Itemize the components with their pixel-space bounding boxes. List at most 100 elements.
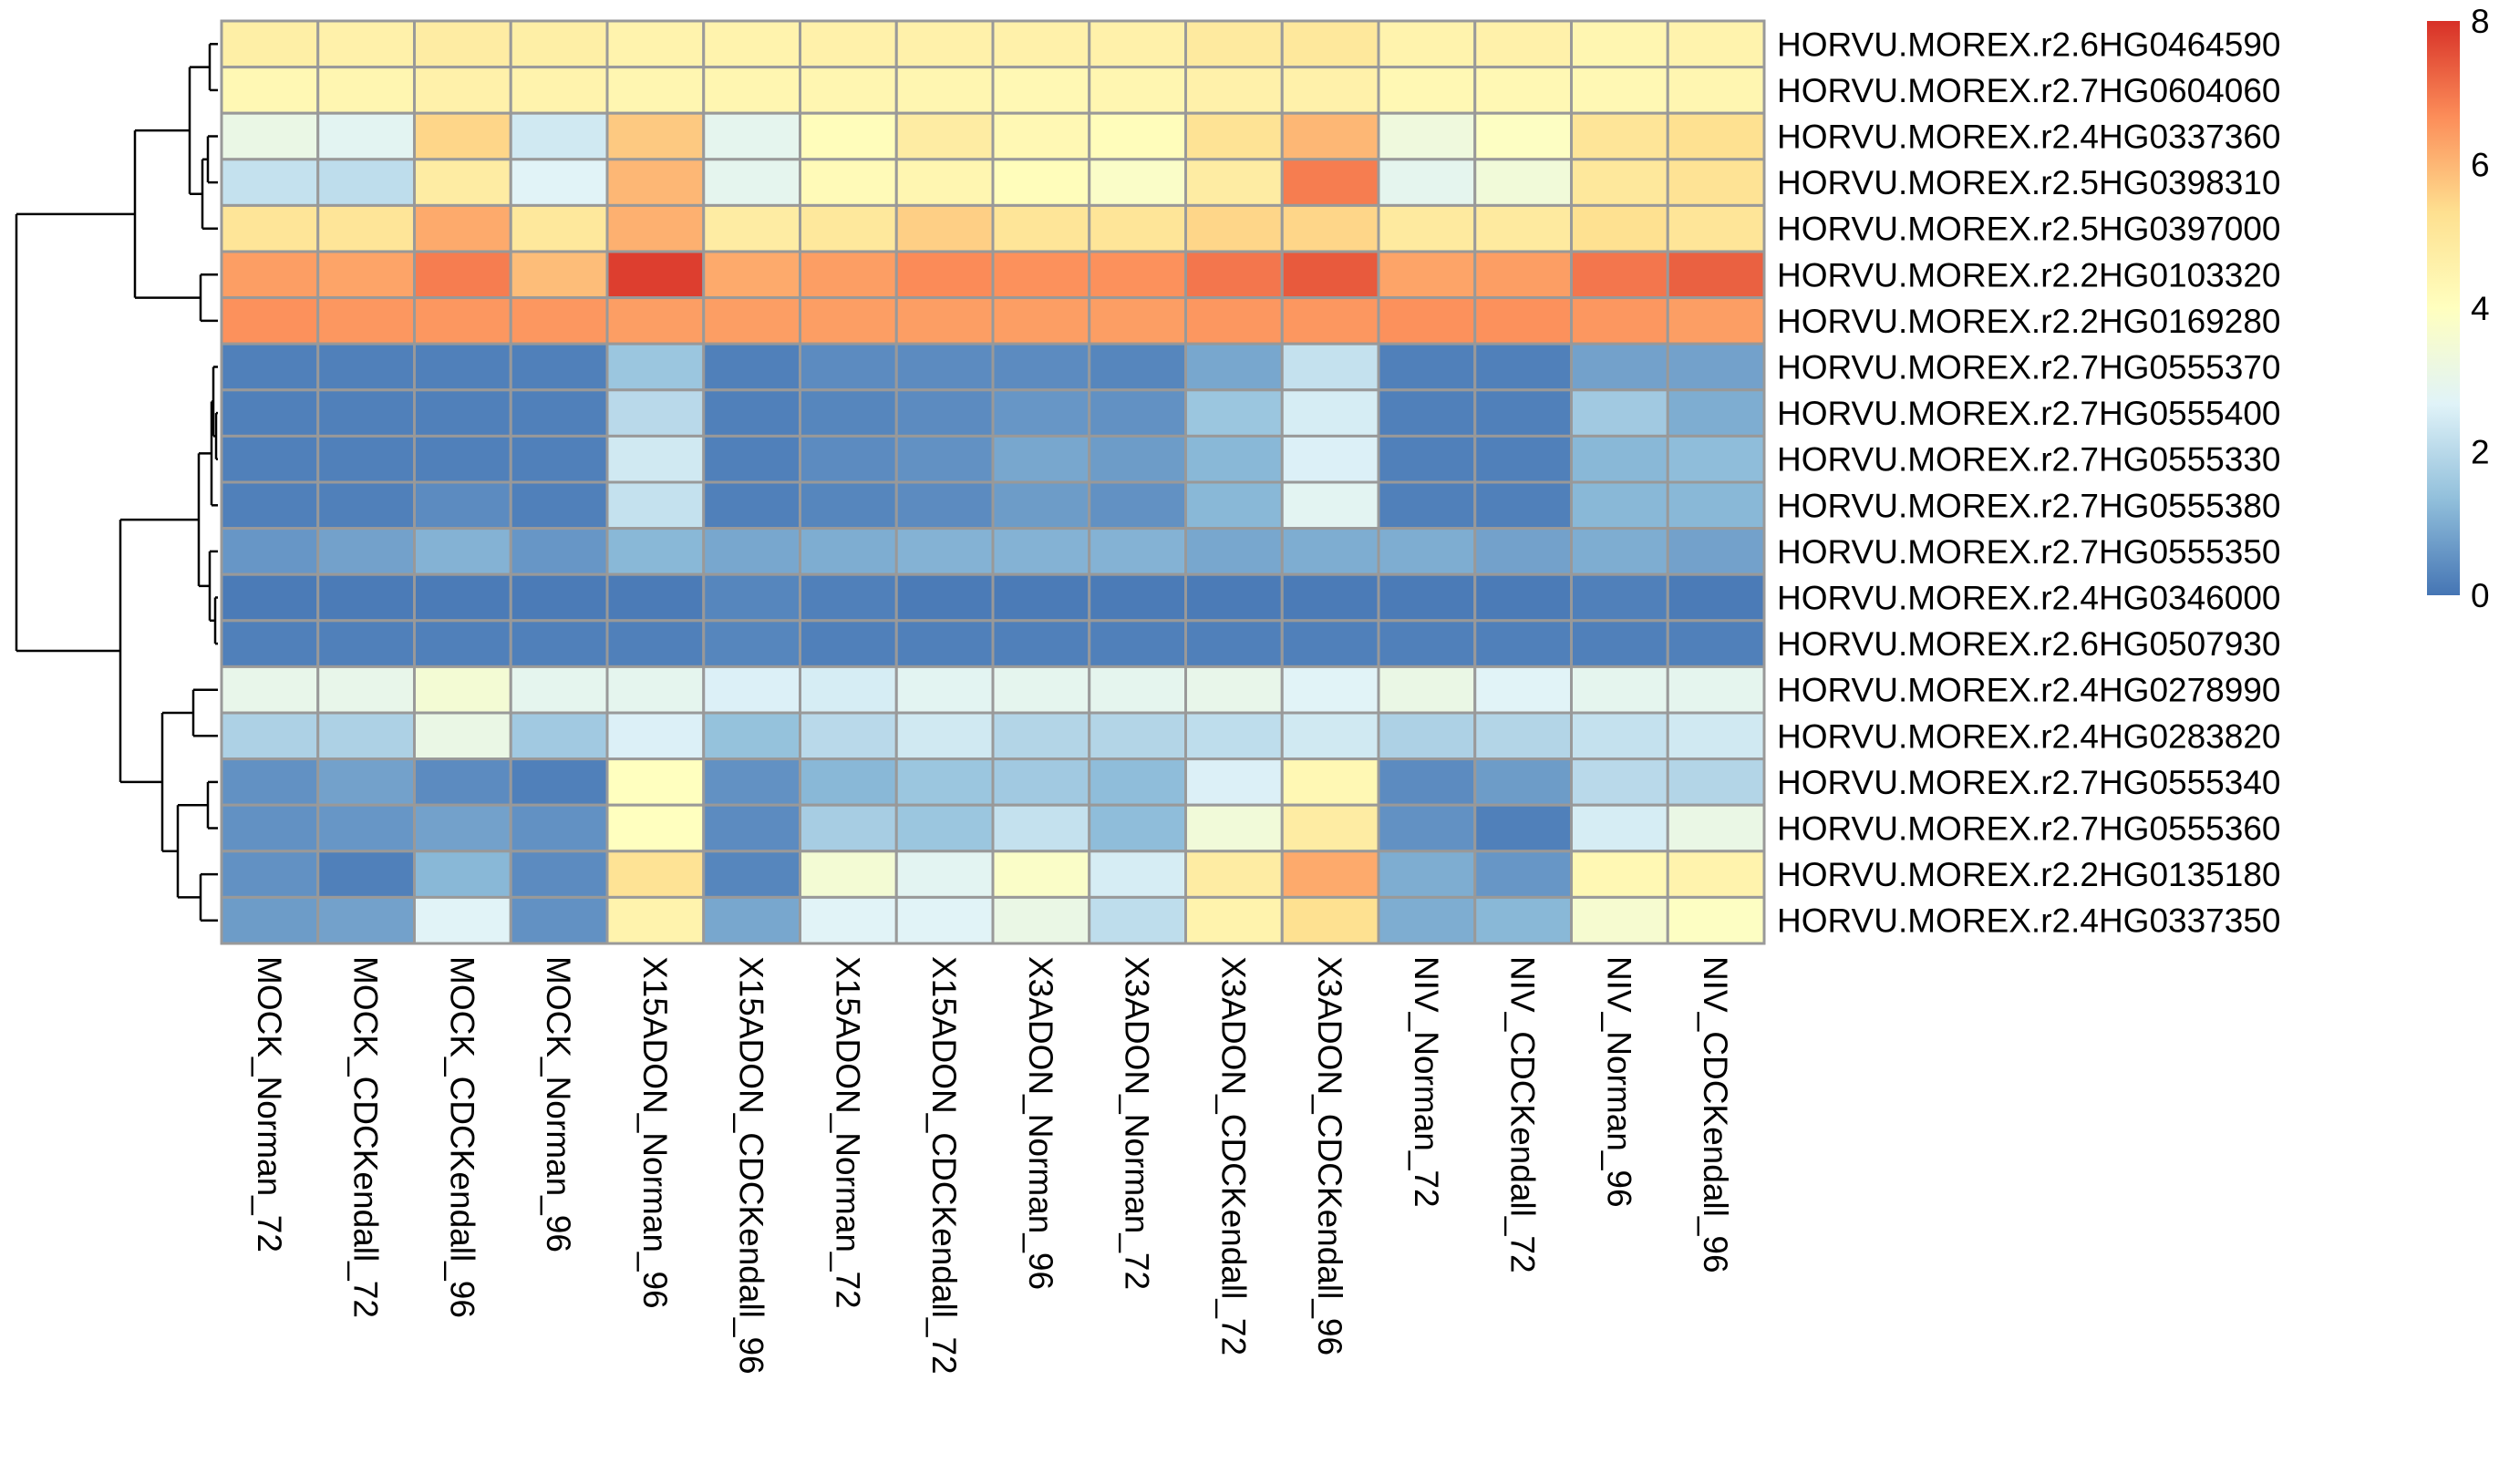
heatmap-cell — [509, 803, 609, 853]
heatmap-cell — [1570, 250, 1669, 300]
heatmap-cell — [1473, 527, 1573, 576]
heatmap-cell — [991, 388, 1091, 438]
heatmap-cell — [991, 158, 1091, 207]
heatmap-cell — [1570, 388, 1669, 438]
heatmap-cell — [220, 19, 320, 69]
heatmap-cell — [220, 342, 320, 392]
heatmap-cell — [894, 158, 995, 207]
row-label: HORVU.MOREX.r2.6HG0507930 — [1777, 625, 2281, 663]
row-label: HORVU.MOREX.r2.5HG0397000 — [1777, 211, 2281, 248]
heatmap-cell — [1184, 66, 1284, 115]
heatmap-cell — [1184, 572, 1284, 623]
heatmap-cell — [1570, 619, 1669, 668]
heatmap-cell — [894, 480, 995, 531]
heatmap-cell — [509, 158, 609, 207]
heatmap-cell — [316, 665, 416, 715]
heatmap-cell — [1473, 850, 1573, 899]
heatmap-cell — [1666, 572, 1766, 623]
heatmap-cell — [316, 711, 416, 761]
heatmap-cell — [799, 434, 898, 484]
heatmap-cell — [1184, 895, 1284, 945]
heatmap-cell — [1088, 296, 1187, 345]
row-label: HORVU.MOREX.r2.2HG0135180 — [1777, 856, 2281, 893]
heatmap-cell — [1570, 895, 1669, 945]
heatmap-cell — [1088, 342, 1187, 392]
heatmap-cell — [220, 158, 320, 207]
heatmap-cell — [894, 895, 995, 945]
heatmap-cell — [1184, 665, 1284, 715]
heatmap-cell — [894, 757, 995, 807]
heatmap-cell — [1280, 434, 1380, 484]
heatmap-cell — [991, 619, 1091, 668]
heatmap-cell — [1666, 895, 1766, 945]
heatmap-cell — [894, 296, 995, 345]
heatmap-cell — [1184, 434, 1284, 484]
heatmap-cell — [316, 342, 416, 392]
column-label: X15ADON_Norman_72 — [829, 956, 866, 1309]
heatmap-cell — [1666, 803, 1766, 853]
heatmap-cell — [894, 619, 995, 668]
row-label: HORVU.MOREX.r2.4HG0278990 — [1777, 672, 2281, 709]
heatmap-cell — [413, 158, 512, 207]
heatmap-cell — [702, 19, 801, 69]
heatmap-cell — [220, 757, 320, 807]
heatmap-cell — [1473, 803, 1573, 853]
heatmap-cell — [1280, 296, 1380, 345]
heatmap-cell — [1473, 66, 1573, 115]
heatmap-cell — [1473, 572, 1573, 623]
heatmap-cell — [1184, 342, 1284, 392]
heatmap-cell — [1377, 250, 1477, 300]
heatmap-cell — [1280, 527, 1380, 576]
heatmap-cell — [316, 572, 416, 623]
heatmap-cell — [413, 19, 512, 69]
heatmap-cell — [605, 111, 706, 161]
heatmap-cell — [316, 619, 416, 668]
heatmap-cell — [894, 711, 995, 761]
heatmap-cell — [509, 66, 609, 115]
heatmap-cell — [316, 480, 416, 531]
column-label: X15ADON_CDCKendall_96 — [733, 956, 770, 1375]
heatmap-cell — [799, 757, 898, 807]
heatmap-cell — [1570, 527, 1669, 576]
column-label: X15ADON_Norman_96 — [636, 956, 674, 1309]
heatmap-cell — [509, 619, 609, 668]
column-label: X3ADON_CDCKendall_72 — [1214, 956, 1252, 1355]
heatmap-cell — [991, 757, 1091, 807]
heatmap-cell — [316, 803, 416, 853]
heatmap-cell — [894, 803, 995, 853]
column-label: NIV_Norman_96 — [1600, 956, 1637, 1208]
heatmap-cell — [509, 711, 609, 761]
heatmap-cell — [991, 480, 1091, 531]
color-scale-tick-label: 0 — [2471, 577, 2490, 614]
heatmap-cell — [991, 111, 1091, 161]
row-label: HORVU.MOREX.r2.2HG0103320 — [1777, 256, 2281, 294]
heatmap-cell — [1088, 250, 1187, 300]
heatmap-cell — [413, 619, 512, 668]
heatmap-cell — [1570, 66, 1669, 115]
heatmap-cell — [1570, 296, 1669, 345]
heatmap-cell — [702, 757, 801, 807]
heatmap-cell — [1666, 527, 1766, 576]
heatmap-cell — [605, 619, 706, 668]
heatmap-cell — [413, 895, 512, 945]
heatmap-cell — [799, 480, 898, 531]
heatmap-cell — [1088, 572, 1187, 623]
heatmap-cell — [220, 665, 320, 715]
heatmap-cell — [1088, 803, 1187, 853]
heatmap-cell — [991, 803, 1091, 853]
heatmap-cell — [1473, 665, 1573, 715]
row-label: HORVU.MOREX.r2.4HG0337350 — [1777, 902, 2281, 940]
heatmap-cell — [1184, 203, 1284, 253]
heatmap-cell — [605, 757, 706, 807]
row-dendrogram — [15, 43, 218, 922]
heatmap-cell — [1184, 619, 1284, 668]
heatmap-cell — [316, 850, 416, 899]
heatmap-cell — [702, 850, 801, 899]
heatmap-cell — [1184, 711, 1284, 761]
heatmap-cell — [991, 342, 1091, 392]
heatmap-cell — [702, 665, 801, 715]
heatmap-cell — [1088, 434, 1187, 484]
column-label: X3ADON_Norman_96 — [1022, 956, 1059, 1290]
row-label: HORVU.MOREX.r2.5HG0398310 — [1777, 164, 2281, 201]
